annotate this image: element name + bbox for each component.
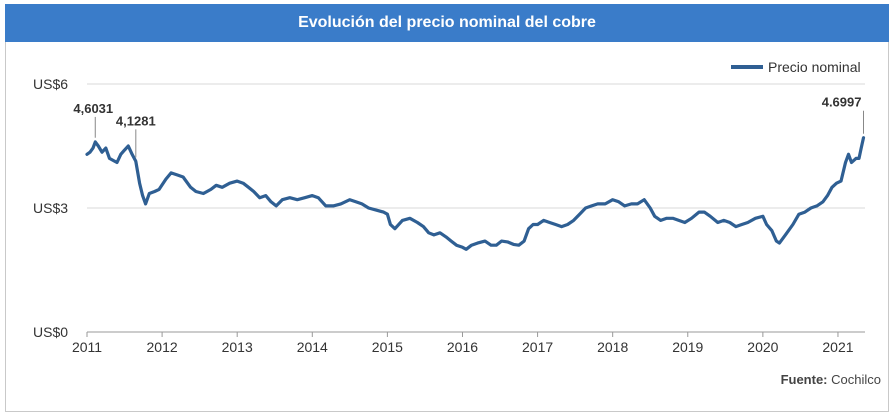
y-tick-label: US$3	[33, 200, 68, 216]
x-tick-label: 2011	[72, 339, 102, 355]
y-axis-labels: US$0 US$3 US$6	[33, 76, 68, 340]
y-tick-label: US$6	[33, 76, 68, 92]
y-tick-label: US$0	[33, 324, 68, 340]
x-tick-label: 2019	[672, 339, 703, 355]
source-label: Fuente:	[780, 372, 828, 387]
legend-label: Precio nominal	[768, 59, 861, 75]
x-tick-label: 2014	[297, 339, 328, 355]
annotation-label: 4,6031	[73, 101, 113, 116]
x-tick-label: 2018	[597, 339, 628, 355]
x-tick-label: 2017	[522, 339, 553, 355]
x-tick-label: 2020	[747, 339, 778, 355]
legend: Precio nominal	[731, 59, 861, 75]
grid-lines	[87, 83, 865, 333]
x-tick-label: 2012	[147, 339, 178, 355]
x-tick-label: 2013	[222, 339, 253, 355]
chart-title: Evolución del precio nominal del cobre	[5, 4, 889, 42]
annotation-label: 4,1281	[116, 113, 156, 128]
x-tick-label: 2015	[372, 339, 403, 355]
annotation-label: 4.6997	[822, 95, 862, 110]
x-axis-labels: 2011 2012 2013 2014 2015 2016 2017 2018 2019 2020…	[72, 332, 854, 355]
series-line-precio-nominal	[85, 136, 866, 251]
source-value: Cochilco	[831, 372, 881, 387]
x-tick-label: 2016	[447, 339, 478, 355]
x-tick-label: 2021	[822, 339, 853, 355]
series-layer	[85, 136, 866, 251]
source-note: Fuente: Cochilco	[781, 372, 881, 387]
